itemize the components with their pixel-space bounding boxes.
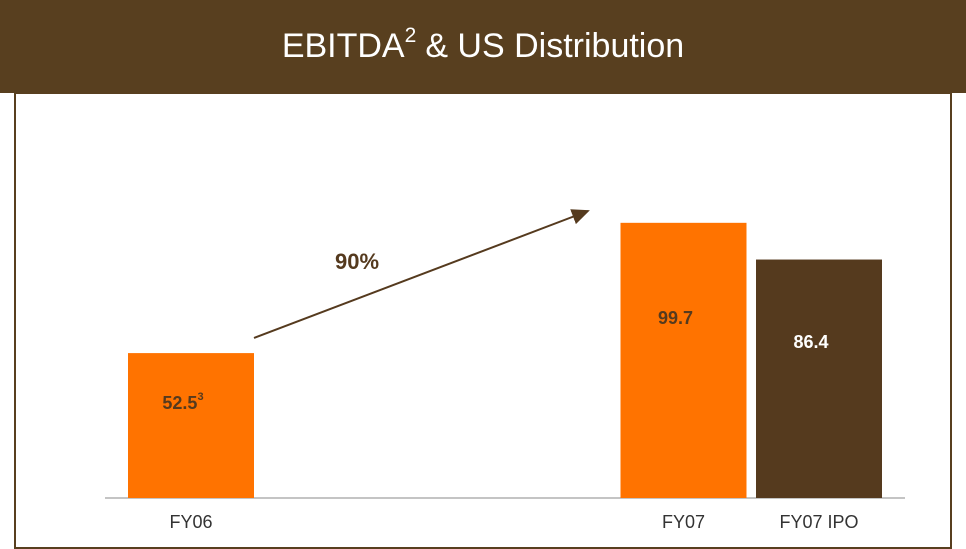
value-label-number: 99.7 — [658, 308, 693, 328]
annotation: 90% — [335, 249, 379, 274]
bar — [620, 222, 747, 498]
x-tick-label: FY07 IPO — [779, 512, 858, 532]
value-label: 86.4 — [793, 332, 828, 352]
header-band — [0, 0, 966, 93]
title-rest: & US Distribution — [425, 27, 684, 65]
value-label-superscript: 3 — [197, 391, 203, 403]
frame — [14, 92, 952, 549]
title-superscript: 2 — [405, 24, 417, 47]
value-label-number: 86.4 — [793, 332, 828, 352]
value-label: 99.7 — [658, 308, 693, 328]
bar — [128, 353, 254, 498]
value-label: 52.53 — [162, 391, 203, 413]
x-tick-label: FY06 — [169, 512, 212, 532]
chart-title: EBITDA2 & US Distribution — [282, 24, 684, 65]
value-label-number: 52.5 — [162, 393, 197, 413]
growth-arrow — [253, 209, 590, 339]
bar — [756, 259, 882, 498]
title-main: EBITDA — [282, 27, 405, 65]
x-tick-label: FY07 — [662, 512, 705, 532]
